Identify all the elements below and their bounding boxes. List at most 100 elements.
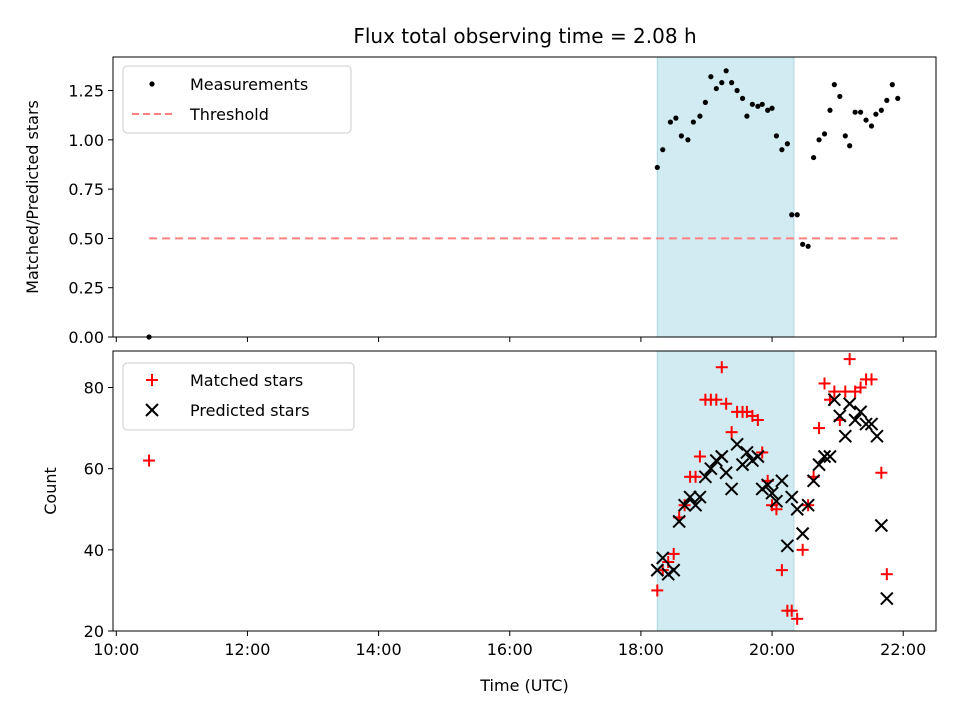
predicted-point: [806, 474, 821, 488]
measurement-point: [749, 101, 755, 107]
measurement-point: [660, 147, 666, 153]
measurement-point: [821, 131, 828, 137]
matched-point: [667, 547, 680, 560]
y-tick-label: 0.50: [68, 229, 104, 248]
predicted-point: [672, 514, 686, 529]
measurement-point: [842, 133, 848, 139]
y-tick-label: 20: [84, 622, 104, 641]
matched-point: [751, 413, 764, 426]
measurement-point: [667, 119, 674, 125]
predicted-point: [704, 461, 718, 476]
matched-point: [791, 612, 804, 625]
predicted-point: [751, 449, 765, 464]
matched-point: [796, 543, 809, 556]
x-tick-label: 20:00: [749, 640, 795, 659]
matched-point: [818, 377, 831, 390]
measurement-point: [719, 80, 725, 86]
top-legend-box: [122, 65, 352, 134]
top-axes-frame: [112, 56, 937, 338]
measurement-point: [889, 82, 895, 88]
predicted-point: [698, 470, 713, 484]
predicted-point: [650, 563, 665, 577]
measurement-point: [878, 107, 884, 113]
top-highlight-span: [656, 56, 795, 338]
measurement-point: [852, 109, 858, 115]
measurement-point: [739, 95, 746, 102]
measurement-point: [702, 99, 708, 105]
measurement-point: [784, 141, 790, 147]
measurement-point: [789, 212, 795, 218]
measurement-point: [816, 137, 822, 143]
predicted-point: [735, 457, 750, 472]
predicted-point: [853, 405, 868, 419]
x-tick-label: 10:00: [93, 640, 139, 659]
measurement-point: [831, 82, 837, 88]
predicted-point: [842, 397, 857, 411]
measurement-point: [773, 133, 780, 139]
y-tick-label: 1.25: [68, 82, 104, 101]
measurement-point: [837, 93, 843, 100]
x-tick-label: 14:00: [356, 640, 402, 659]
top-x-ticks: [115, 337, 904, 342]
predicted-point: [795, 526, 810, 541]
predicted-point: [780, 539, 795, 553]
chart-title: Flux total observing time = 2.08 h: [353, 24, 696, 48]
matched-point: [875, 466, 888, 479]
predicted-point: [775, 474, 789, 488]
matched-point: [775, 564, 788, 577]
matched-point: [689, 470, 702, 483]
top-axes: 0.00 0.25 0.50 0.75 1.00 1.25 Matched/Predict…: [23, 56, 937, 347]
measurement-point: [895, 95, 901, 102]
predicted-point: [719, 466, 733, 480]
x-tick-label: 12:00: [224, 640, 270, 659]
matched-point: [854, 381, 867, 394]
predicted-point: [870, 429, 884, 443]
predicted-point: [838, 429, 852, 443]
matched-point: [693, 450, 706, 463]
measurement-point: [810, 154, 817, 161]
measurement-point: [779, 147, 785, 153]
measurement-point: [857, 109, 864, 115]
predicted-point: [677, 498, 692, 512]
predicted-point: [656, 551, 670, 565]
measurement-point: [794, 212, 800, 218]
predicted-point: [790, 502, 804, 516]
matched-legend-marker: [146, 374, 158, 386]
predicted-point: [785, 490, 799, 504]
predicted-point: [688, 498, 703, 512]
predicted-point: [765, 486, 779, 500]
predicted-point: [760, 478, 775, 492]
matched-point: [715, 361, 728, 374]
matched-point: [785, 604, 798, 617]
measurement-point: [873, 111, 879, 117]
bottom-y-axis-label: Count: [41, 467, 60, 515]
measurement-point: [723, 68, 729, 74]
matched-point: [710, 393, 723, 406]
measurements-legend-label: Measurements: [190, 75, 308, 94]
y-tick-label: 40: [84, 541, 104, 560]
x-tick-label: 16:00: [487, 640, 533, 659]
x-tick-label: 18:00: [618, 640, 664, 659]
matched-point: [828, 385, 841, 398]
predicted-point: [769, 494, 784, 508]
matched-point: [770, 503, 783, 516]
measurements-series: [146, 68, 901, 340]
measurement-point: [827, 107, 833, 113]
matched-point: [880, 568, 893, 581]
top-legend: Measurements Threshold: [122, 65, 352, 134]
predicted-point: [724, 482, 739, 496]
bottom-legend: Matched stars Predicted stars: [122, 362, 355, 431]
predicted-point: [683, 490, 697, 504]
measurement-point: [744, 113, 750, 119]
matched-point: [813, 422, 826, 435]
measurement-point: [673, 115, 679, 121]
predicted-legend-label: Predicted stars: [190, 401, 310, 420]
matched-point: [651, 584, 664, 597]
observing-time-span: [656, 56, 795, 338]
y-tick-label: 80: [84, 379, 104, 398]
measurement-point: [868, 123, 875, 129]
matched-point: [143, 454, 156, 467]
measurement-point: [690, 119, 696, 125]
measurement-point: [729, 80, 735, 86]
predicted-point: [740, 445, 754, 460]
